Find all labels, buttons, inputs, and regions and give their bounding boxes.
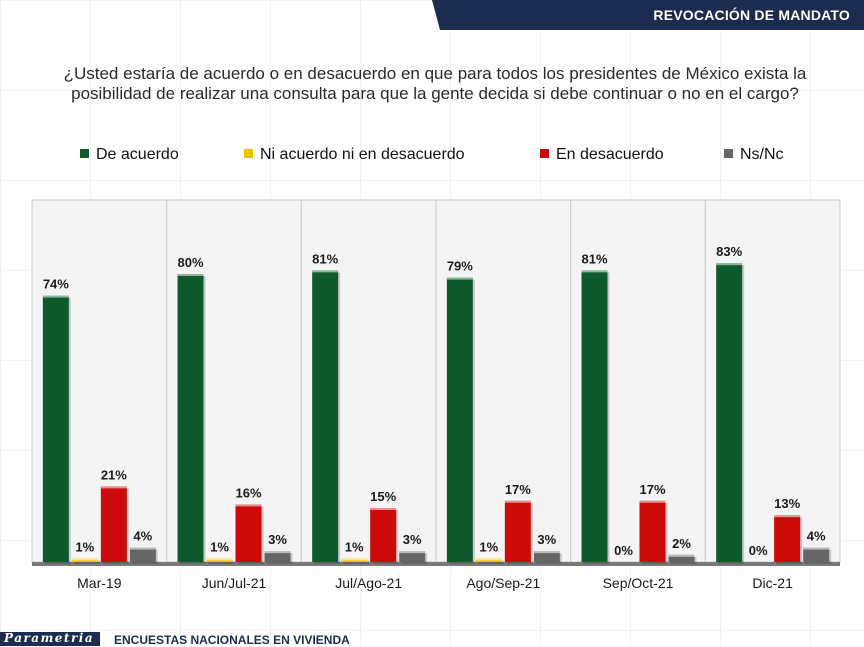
- data-label-ns-nc: 3%: [268, 532, 287, 547]
- bar-top-ns-nc: [668, 554, 695, 557]
- bar-top-ns-nc: [129, 547, 156, 550]
- bar-ns-nc: [399, 551, 426, 562]
- x-tick-label: Mar-19: [77, 575, 122, 591]
- bar-top-ni-acuerdo-ni-en-desacuerdo: [71, 558, 98, 561]
- legend-swatch-ns-nc: [724, 149, 733, 158]
- data-label-en-desacuerdo: 17%: [505, 482, 531, 497]
- bar-de-acuerdo: [177, 274, 204, 562]
- survey-question: ¿Usted estaría de acuerdo o en desacuerd…: [63, 64, 807, 103]
- data-label-ni-acuerdo-ni-en-desacuerdo: 1%: [479, 539, 498, 554]
- data-label-ns-nc: 4%: [807, 529, 826, 544]
- bar-top-en-desacuerdo: [100, 486, 127, 489]
- x-tick-label: Jul/Ago-21: [335, 575, 402, 591]
- bar-top-de-acuerdo: [312, 270, 339, 273]
- bar-en-desacuerdo: [504, 500, 531, 562]
- data-label-en-desacuerdo: 13%: [774, 496, 800, 511]
- data-label-de-acuerdo: 81%: [312, 251, 338, 266]
- data-label-ni-acuerdo-ni-en-desacuerdo: 0%: [749, 543, 768, 558]
- data-label-de-acuerdo: 79%: [447, 259, 473, 274]
- data-label-ni-acuerdo-ni-en-desacuerdo: 1%: [75, 539, 94, 554]
- footer-brand-logo: Parametria: [4, 631, 95, 645]
- data-label-ni-acuerdo-ni-en-desacuerdo: 1%: [345, 539, 364, 554]
- data-label-en-desacuerdo: 21%: [101, 467, 127, 482]
- header-band: [432, 0, 864, 30]
- bar-shadow-ni-acuerdo-ni-en-desacuerdo: [477, 560, 504, 564]
- bar-top-en-desacuerdo: [235, 504, 262, 507]
- data-label-de-acuerdo: 74%: [43, 277, 69, 292]
- legend-label-en-desacuerdo: En desacuerdo: [556, 146, 664, 163]
- data-label-de-acuerdo: 83%: [716, 244, 742, 259]
- bar-top-ni-acuerdo-ni-en-desacuerdo: [206, 558, 233, 561]
- data-label-de-acuerdo: 80%: [177, 255, 203, 270]
- data-label-ns-nc: 4%: [133, 529, 152, 544]
- x-axis-line: [32, 562, 840, 566]
- data-label-ns-nc: 3%: [537, 532, 556, 547]
- bar-top-de-acuerdo: [446, 277, 473, 280]
- chart-legend: De acuerdo Ni acuerdo ni en desacuerdo E…: [80, 146, 860, 168]
- bar-top-en-desacuerdo: [639, 500, 666, 503]
- legend-item-ns-nc: Ns/Nc: [724, 146, 784, 164]
- bar-top-de-acuerdo: [42, 295, 69, 298]
- bar-top-ns-nc: [399, 551, 426, 554]
- bar-top-ns-nc: [264, 551, 291, 554]
- legend-item-en-desacuerdo: En desacuerdo: [540, 146, 664, 164]
- header-title: REVOCACIÓN DE MANDATO: [653, 7, 850, 23]
- data-label-en-desacuerdo: 15%: [370, 489, 396, 504]
- legend-label-de-acuerdo: De acuerdo: [96, 146, 179, 163]
- data-label-ns-nc: 3%: [403, 532, 422, 547]
- bar-top-ni-acuerdo-ni-en-desacuerdo: [341, 558, 368, 561]
- data-label-ns-nc: 2%: [672, 536, 691, 551]
- legend-label-ni-acuerdo: Ni acuerdo ni en desacuerdo: [260, 146, 465, 163]
- data-label-de-acuerdo: 81%: [581, 251, 607, 266]
- bar-de-acuerdo: [716, 263, 743, 562]
- bar-ns-nc: [129, 547, 156, 562]
- bar-en-desacuerdo: [235, 504, 262, 562]
- bar-ns-nc: [668, 554, 695, 562]
- bar-top-de-acuerdo: [581, 270, 608, 273]
- data-label-en-desacuerdo: 16%: [235, 485, 261, 500]
- bar-top-ns-nc: [533, 551, 560, 554]
- footer-band: [0, 632, 100, 646]
- bar-ns-nc: [264, 551, 291, 562]
- bar-shadow-ni-acuerdo-ni-en-desacuerdo: [73, 560, 100, 564]
- legend-swatch-ni-acuerdo: [244, 149, 253, 158]
- legend-swatch-de-acuerdo: [80, 149, 89, 158]
- bar-top-en-desacuerdo: [774, 515, 801, 518]
- data-label-ni-acuerdo-ni-en-desacuerdo: 0%: [614, 543, 633, 558]
- bar-top-ns-nc: [803, 547, 830, 550]
- bar-ns-nc: [533, 551, 560, 562]
- bar-ns-nc: [803, 547, 830, 562]
- bar-de-acuerdo: [581, 270, 608, 562]
- bar-en-desacuerdo: [774, 515, 801, 562]
- data-label-ni-acuerdo-ni-en-desacuerdo: 1%: [210, 539, 229, 554]
- bar-shadow-ni-acuerdo-ni-en-desacuerdo: [343, 560, 370, 564]
- bar-en-desacuerdo: [639, 500, 666, 562]
- bar-top-ni-acuerdo-ni-en-desacuerdo: [475, 558, 502, 561]
- bar-top-de-acuerdo: [716, 263, 743, 266]
- legend-label-ns-nc: Ns/Nc: [740, 146, 784, 163]
- bar-de-acuerdo: [446, 277, 473, 562]
- bar-en-desacuerdo: [370, 508, 397, 562]
- bar-shadow-ni-acuerdo-ni-en-desacuerdo: [208, 560, 235, 564]
- legend-swatch-en-desacuerdo: [540, 149, 549, 158]
- bar-top-de-acuerdo: [177, 274, 204, 276]
- x-tick-label: Dic-21: [752, 575, 793, 591]
- x-tick-label: Sep/Oct-21: [603, 575, 674, 591]
- bar-top-en-desacuerdo: [370, 508, 397, 510]
- legend-item-ni-acuerdo: Ni acuerdo ni en desacuerdo: [244, 146, 465, 164]
- x-tick-label: Jun/Jul-21: [202, 575, 267, 591]
- bar-en-desacuerdo: [100, 486, 127, 562]
- footer-text: ENCUESTAS NACIONALES EN VIVIENDA: [114, 633, 350, 647]
- legend-item-de-acuerdo: De acuerdo: [80, 146, 179, 164]
- x-tick-label: Ago/Sep-21: [466, 575, 540, 591]
- bar-de-acuerdo: [312, 270, 339, 562]
- bar-top-en-desacuerdo: [504, 500, 531, 503]
- bar-de-acuerdo: [42, 295, 69, 562]
- data-label-en-desacuerdo: 17%: [639, 482, 665, 497]
